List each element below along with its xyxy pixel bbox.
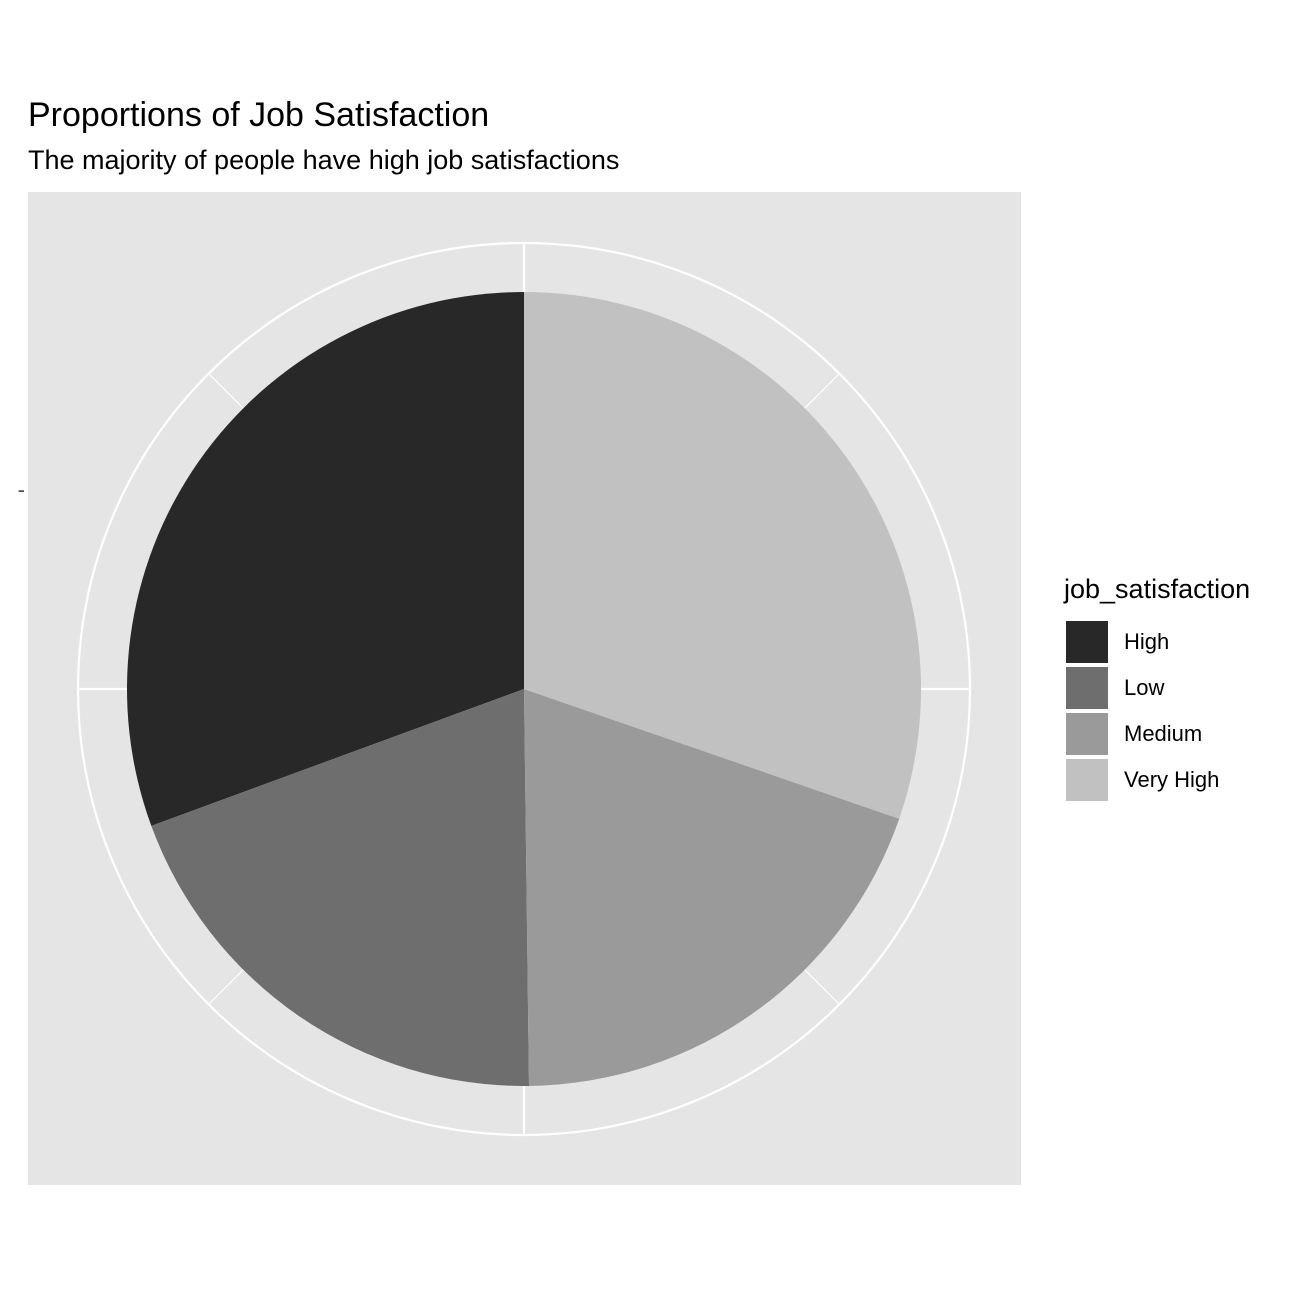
legend-label: Medium (1124, 721, 1203, 746)
legend-key (1066, 759, 1108, 801)
legend-key (1066, 621, 1108, 663)
legend-item: Low (1064, 665, 1250, 711)
pie-slice-very-high (524, 292, 922, 819)
pie-slices (126, 292, 922, 1086)
legend-label: Low (1124, 675, 1165, 700)
grid-spoke (208, 373, 248, 413)
y-tick-label: - (18, 477, 25, 502)
pie-slice-medium (524, 689, 900, 1086)
legend-title: job_satisfaction (1064, 574, 1251, 604)
legend: job_satisfaction High Low Medium Very High (1064, 574, 1250, 803)
legend-item: Very High (1064, 757, 1250, 803)
legend-label: High (1124, 629, 1170, 654)
grid-spoke (208, 965, 248, 1005)
legend-key (1066, 713, 1108, 755)
grid-spoke (800, 373, 840, 413)
polar-grid (76, 241, 972, 1137)
legend-item: High (1064, 619, 1250, 665)
pie-slice-high (126, 292, 525, 826)
legend-item: Medium (1064, 711, 1250, 757)
legend-key (1066, 667, 1108, 709)
grid-spoke (800, 965, 840, 1005)
chart-subtitle: The majority of people have high job sat… (28, 145, 620, 175)
pie-slice-low (151, 689, 529, 1086)
legend-items: High Low Medium Very High (1064, 619, 1250, 803)
chart-title: Proportions of Job Satisfaction (28, 96, 490, 134)
legend-label: Very High (1124, 767, 1220, 792)
